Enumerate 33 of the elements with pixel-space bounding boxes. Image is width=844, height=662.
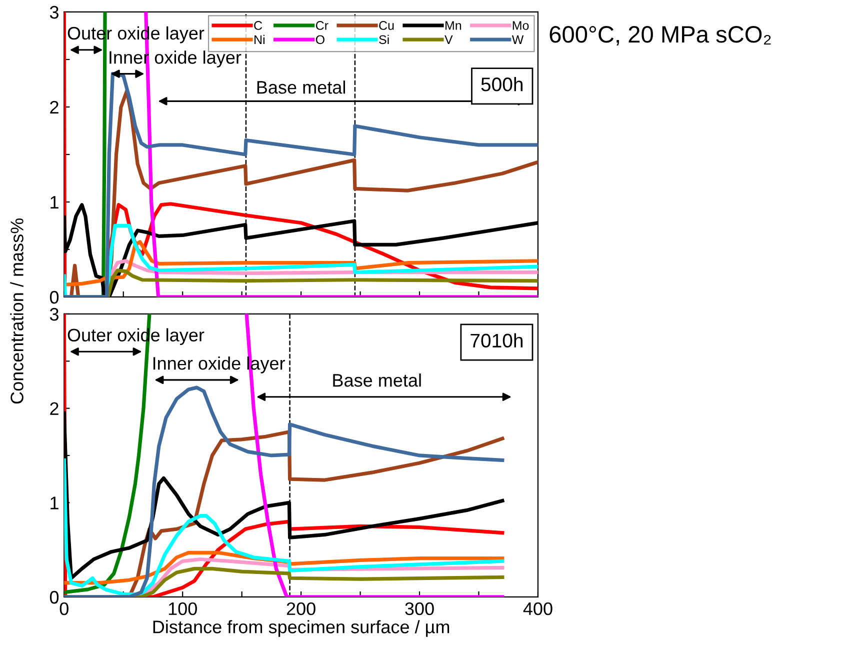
y-tick-label: 0	[50, 590, 59, 604]
legend-label: Cr	[316, 21, 328, 30]
annotation: Base metal	[333, 373, 421, 387]
legend-label: W	[512, 35, 524, 44]
x-axis-title: Distance from specimen surface / µm	[153, 620, 450, 637]
x-tick-label: 100	[168, 602, 197, 616]
legend-label: C	[254, 21, 262, 30]
y-tick-label: 1	[50, 196, 58, 209]
y-tick-label: 0	[50, 290, 59, 304]
legend-label: Mo	[512, 21, 529, 30]
annotation: Base metal	[257, 80, 346, 94]
x-tick-label: 400	[523, 602, 552, 616]
legend-label: Si	[379, 34, 389, 44]
annotation: 500h	[481, 77, 522, 92]
text: 600°C, 20 MPa sCO₂	[550, 26, 771, 46]
y-axis-title: Concentration / mass%	[10, 218, 24, 404]
line-series	[64, 386, 504, 597]
line-series	[64, 240, 538, 286]
annotation: 7010h	[470, 333, 522, 348]
line-series	[64, 458, 504, 596]
legend-label: Ni	[254, 34, 264, 44]
y-tick-label: 2	[50, 100, 58, 114]
y-tick-label: 3	[50, 308, 58, 321]
y-tick-label: 3	[50, 6, 58, 19]
legend-label: Cu	[379, 21, 394, 30]
legend-label: Mn	[446, 21, 462, 30]
y-tick-label: 1	[50, 496, 58, 510]
x-tick-label: 300	[405, 602, 434, 616]
x-tick-label: 200	[286, 602, 316, 616]
legend-label: O	[316, 35, 324, 44]
legend-label: V	[444, 35, 453, 44]
y-tick-label: 2	[50, 402, 58, 415]
x-tick-label: 0	[60, 602, 68, 616]
